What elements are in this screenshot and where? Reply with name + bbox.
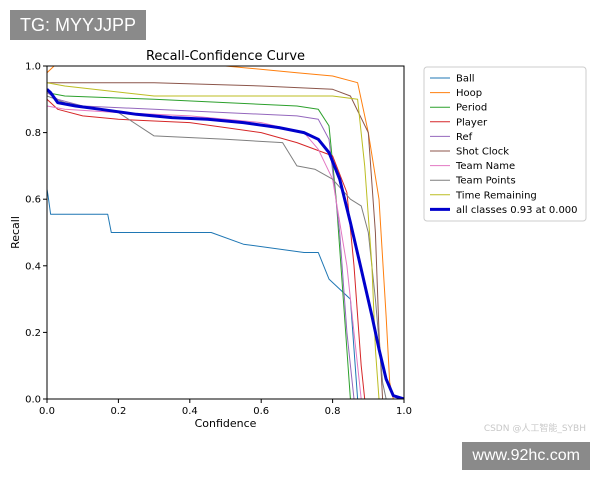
x-tick-label: 0.0 xyxy=(39,406,55,417)
y-tick-label: 0.2 xyxy=(25,328,41,339)
x-tick-label: 0.8 xyxy=(325,406,341,417)
series-line-0 xyxy=(47,189,359,399)
series-line-7 xyxy=(47,95,387,399)
y-axis-label: Recall xyxy=(9,216,22,249)
legend-label: Team Name xyxy=(455,161,515,172)
y-tick-label: 0.0 xyxy=(25,395,41,406)
chart-title: Recall-Confidence Curve xyxy=(146,49,305,64)
watermark-csdn: CSDN @人工智能_SYBH xyxy=(483,424,586,434)
legend-label: Ball xyxy=(456,74,475,85)
legend-label: Hoop xyxy=(456,88,482,99)
legend-label: Period xyxy=(456,103,487,114)
series-line-2 xyxy=(47,92,351,399)
legend-label: Ref xyxy=(456,132,473,143)
y-tick-label: 0.4 xyxy=(25,261,41,272)
plot-frame xyxy=(46,65,405,400)
y-tick-label: 0.6 xyxy=(25,195,41,206)
series-line-3 xyxy=(47,98,366,399)
series-line-5 xyxy=(47,82,384,399)
series-line-4 xyxy=(47,92,355,399)
y-tick-label: 1.0 xyxy=(25,62,41,73)
series-line-1 xyxy=(47,66,394,399)
x-tick-label: 0.4 xyxy=(182,406,198,417)
legend-label: Player xyxy=(456,117,488,128)
chart-legend: Ball Hoop Period Player Ref Shot Clock Team Na… xyxy=(423,66,587,222)
x-tick-label: 0.6 xyxy=(253,406,269,417)
x-axis-label: Confidence xyxy=(195,417,257,430)
watermark-site: www.92hc.com xyxy=(462,442,590,470)
plot-area xyxy=(46,65,405,400)
x-tick-label: 1.0 xyxy=(396,406,412,417)
legend-frame xyxy=(423,66,587,222)
legend-label: Team Points xyxy=(455,176,516,187)
legend-label: Shot Clock xyxy=(456,147,509,158)
legend-label: all classes 0.93 at 0.000 xyxy=(456,205,578,216)
y-tick-label: 0.8 xyxy=(25,128,41,139)
series-line-8 xyxy=(47,82,380,399)
legend-label: Time Remaining xyxy=(455,190,537,201)
x-tick-label: 0.2 xyxy=(110,406,126,417)
series-line-9 xyxy=(47,88,404,399)
axis-ticks: 0.0 0.2 0.4 0.6 0.8 1.0 0.0 0.2 0.4 0.6 0.8 1.0 xyxy=(25,62,412,418)
watermark-tg: TG: MYYJJPP xyxy=(10,10,147,40)
